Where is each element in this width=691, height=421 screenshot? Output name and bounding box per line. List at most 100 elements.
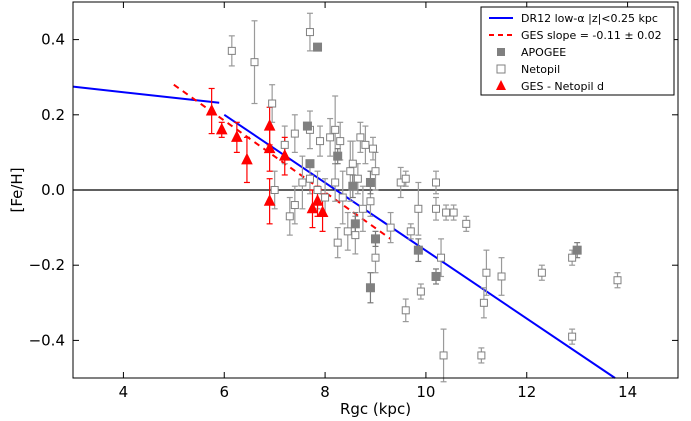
netopil-point [346, 167, 355, 176]
netopil-point [366, 197, 375, 206]
netopil-point [401, 174, 410, 183]
ges-point [316, 205, 329, 218]
netopil-point [356, 133, 365, 142]
netopil-point [298, 178, 307, 187]
x-axis-label: Rgc (kpc) [340, 400, 411, 418]
ges-point [263, 194, 276, 206]
netopil-point [497, 272, 506, 281]
apogee-point [371, 234, 380, 244]
netopil-point [305, 28, 314, 37]
netopil-point [326, 133, 335, 142]
apogee-point [365, 177, 375, 187]
netopil-point [316, 137, 325, 146]
apogee-point [365, 283, 375, 293]
axis-ticks: 4 6 8 10 12 14 −0.4 −0.2 0.0 0.2 0.4 [29, 2, 678, 401]
y-tick-label: −0.2 [29, 256, 65, 274]
legend-filled-square-icon [497, 48, 505, 56]
netopil-point [414, 204, 423, 213]
apogee-point [350, 219, 360, 229]
legend-triangle-icon [496, 80, 506, 90]
netopil-point [333, 238, 342, 247]
netopil-point [432, 204, 440, 213]
netopil-point [250, 58, 259, 67]
ges-point [215, 122, 228, 135]
x-tick-label: 8 [320, 383, 330, 401]
netopil-point [386, 223, 395, 232]
netopil-point [290, 201, 299, 210]
netopil-point [290, 129, 299, 138]
apogee-point [333, 151, 343, 161]
apogee-point [313, 42, 323, 52]
netopil-point [437, 253, 446, 262]
ges-point [263, 118, 276, 131]
dr12-line-inner [72, 85, 220, 104]
netopil-point [439, 351, 448, 360]
netopil-point [442, 208, 451, 217]
data-points [205, 28, 622, 360]
netopil-point [336, 137, 345, 146]
netopil-point [313, 186, 322, 194]
y-tick-label: 0.4 [41, 31, 65, 49]
netopil-point [449, 208, 458, 217]
legend-label-dr12: DR12 low-α |z|<0.25 kpc [521, 12, 658, 25]
x-tick-label: 4 [119, 383, 129, 401]
legend-open-square-icon [496, 64, 506, 74]
ges-point [241, 152, 253, 165]
legend-label-apogee: APOGEE [521, 46, 566, 59]
netopil-point [270, 186, 279, 194]
ges-point [311, 194, 324, 206]
netopil-point [432, 178, 440, 187]
ges-point [263, 141, 276, 154]
netopil-point [227, 46, 236, 55]
netopil-point [477, 351, 486, 360]
netopil-point [401, 306, 410, 315]
x-tick-label: 10 [416, 383, 435, 401]
ges-point [231, 130, 243, 142]
netopil-point [331, 125, 340, 134]
ges-point [306, 201, 319, 214]
apogee-point [572, 245, 582, 255]
legend: DR12 low-α |z|<0.25 kpc GES slope = -0.11… [480, 6, 675, 96]
netopil-point [361, 140, 370, 149]
x-tick-label: 12 [517, 383, 536, 401]
netopil-point [371, 253, 380, 262]
netopil-point [368, 144, 377, 153]
netopil-point [285, 212, 294, 221]
y-tick-label: 0.0 [41, 181, 65, 199]
legend-label-ges: GES - Netopil d [521, 80, 604, 93]
apogee-point [305, 159, 315, 169]
y-tick-label: 0.2 [41, 106, 65, 124]
x-tick-label: 14 [618, 383, 637, 401]
netopil-point [348, 159, 357, 168]
y-axis-label: [Fe/H] [8, 167, 26, 212]
netopil-point [568, 253, 577, 262]
apogee-point [413, 245, 423, 255]
netopil-point [416, 287, 425, 296]
netopil-point [568, 332, 577, 341]
netopil-point [305, 174, 314, 183]
netopil-point [321, 193, 330, 202]
apogee-point [431, 271, 441, 281]
ges-point [205, 103, 218, 116]
netopil-point [358, 204, 367, 213]
netopil-point [613, 276, 622, 285]
netopil-point [338, 193, 347, 202]
netopil-point [479, 298, 488, 307]
netopil-point [268, 99, 277, 108]
ges-point [278, 149, 291, 161]
netopil-point [406, 227, 415, 236]
x-tick-label: 6 [219, 383, 229, 401]
netopil-point [353, 174, 362, 183]
legend-label-ges_slope: GES slope = -0.11 ± 0.02 [521, 29, 662, 42]
apogee-point [302, 121, 312, 131]
netopil-point [343, 227, 352, 236]
netopil-point [462, 219, 471, 228]
netopil-point [537, 268, 546, 277]
netopil-point [351, 231, 360, 240]
legend-box [480, 6, 675, 96]
apogee-point [348, 181, 358, 191]
netopil-point [482, 268, 491, 277]
netopil-point [331, 178, 340, 187]
netopil-point [371, 167, 380, 176]
